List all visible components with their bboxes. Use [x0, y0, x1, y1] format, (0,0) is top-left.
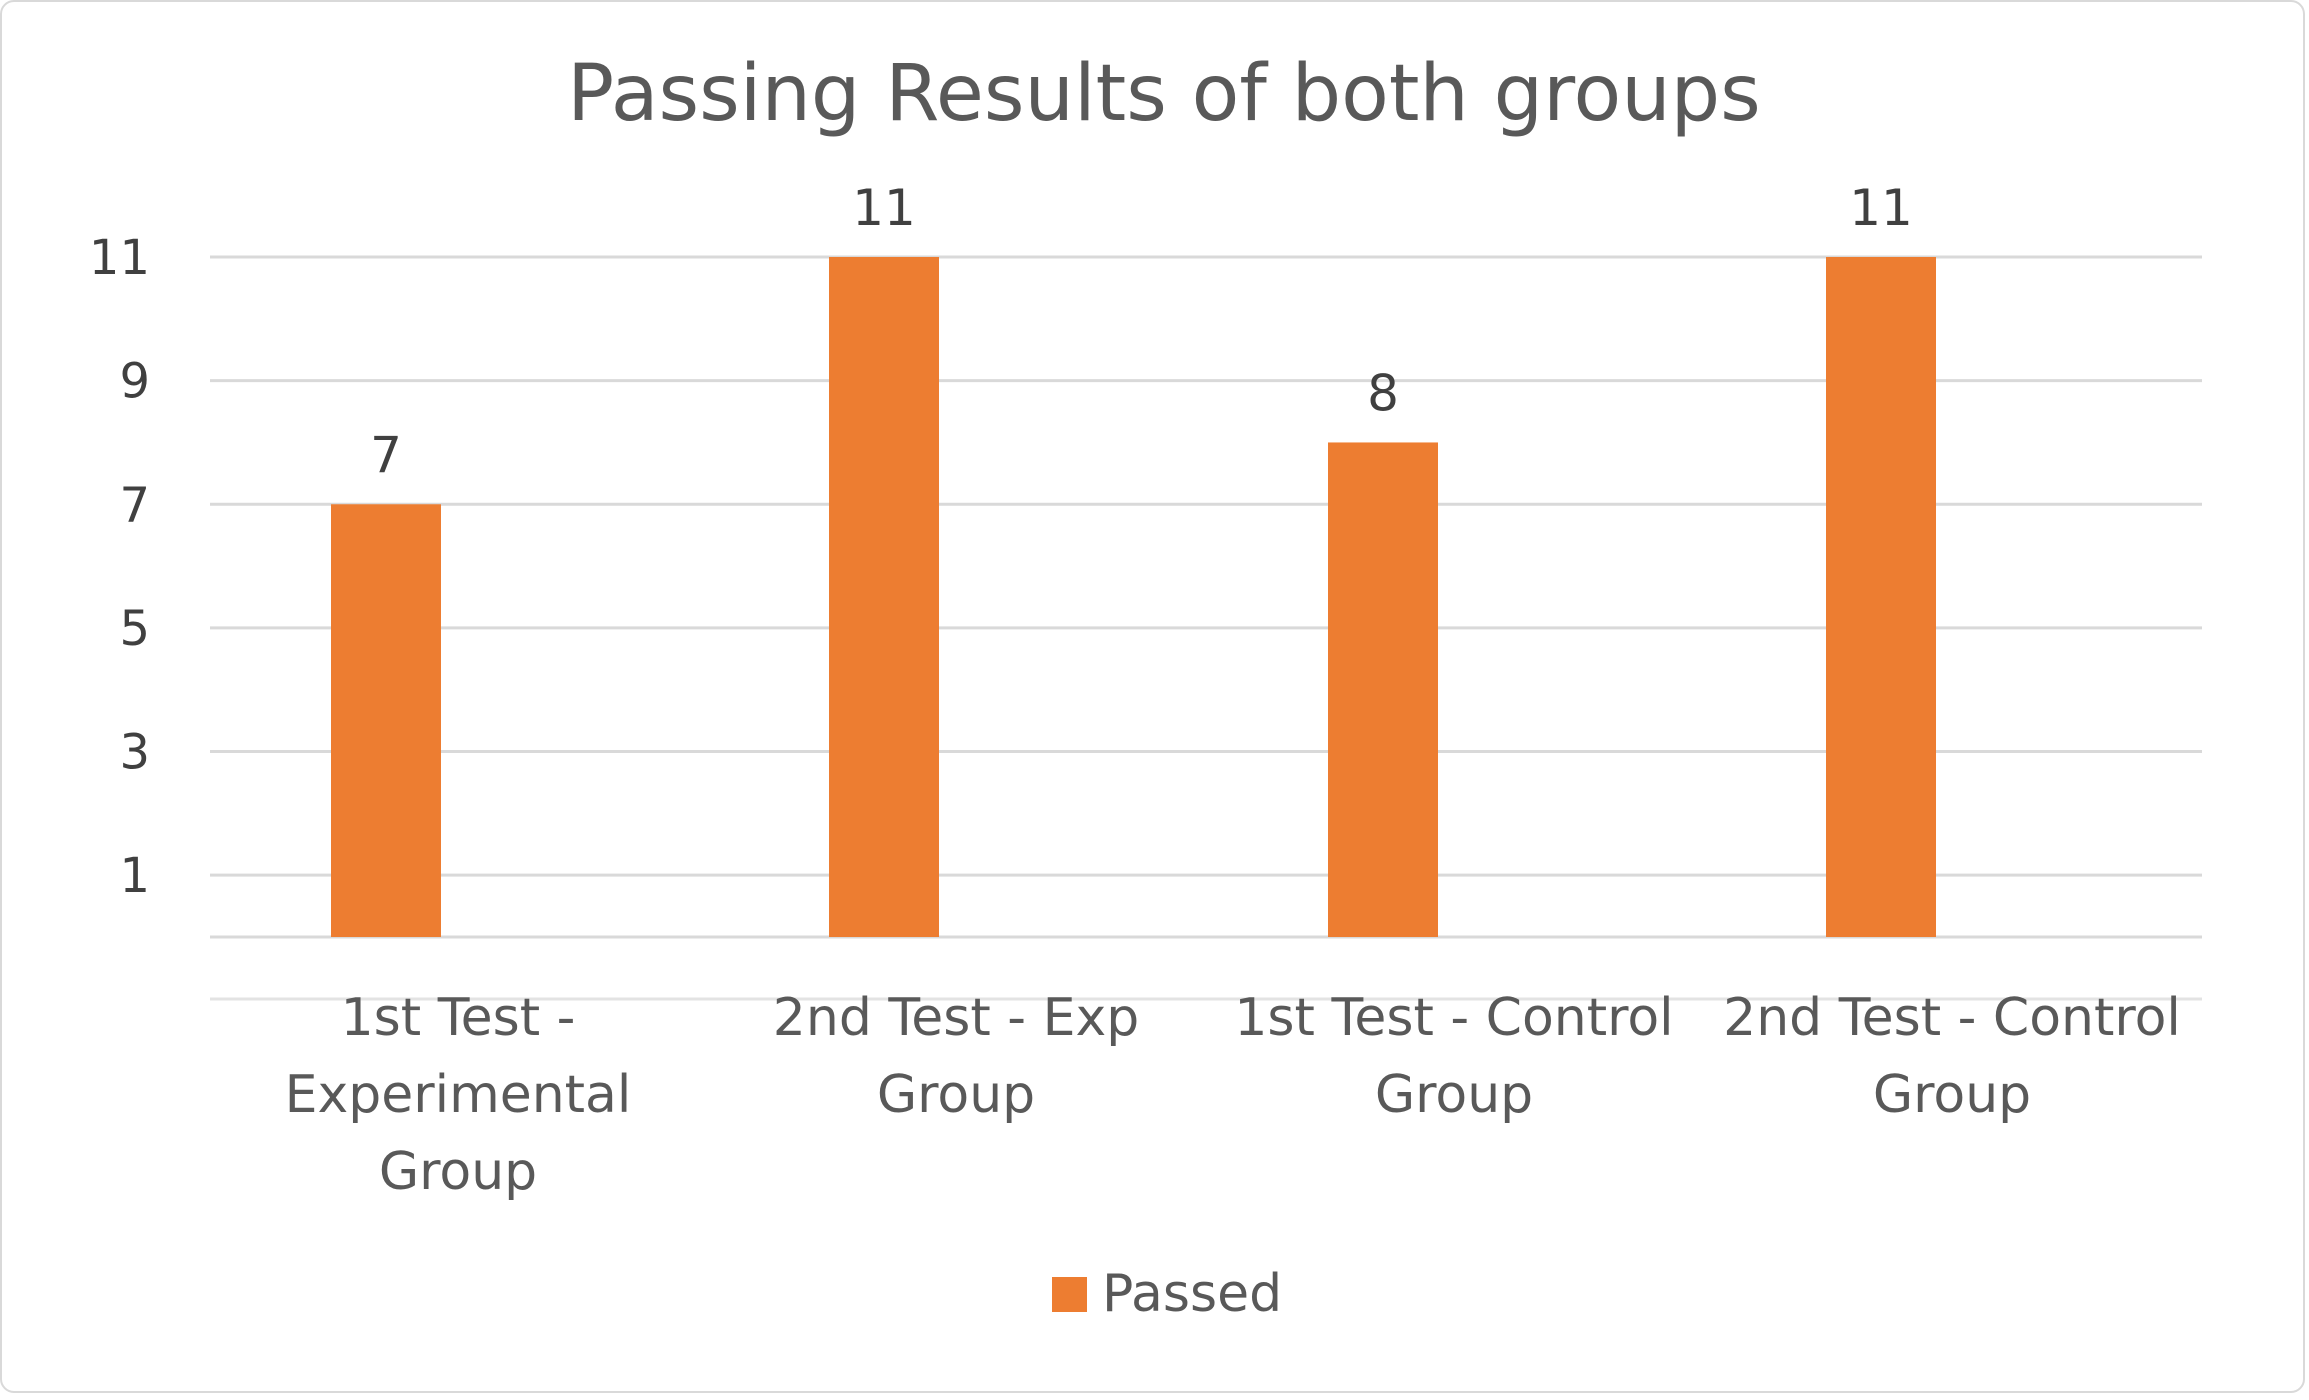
data-labels: 7 11 8 11 — [370, 179, 1913, 484]
y-tick-label: 5 — [119, 601, 150, 657]
data-label: 8 — [1367, 364, 1399, 422]
data-label: 11 — [852, 179, 916, 237]
x-category-label: Group — [379, 1142, 537, 1202]
x-category-label: Group — [877, 1065, 1035, 1125]
x-category-label: Group — [1375, 1065, 1533, 1125]
x-category-label: Experimental — [285, 1065, 632, 1125]
legend: Passed — [1052, 1264, 1282, 1324]
x-axis-categories: 1st Test - Experimental Group 2nd Test - Ex… — [285, 988, 2181, 1202]
legend-label: Passed — [1102, 1264, 1282, 1324]
data-label: 7 — [370, 426, 402, 484]
bar — [1328, 442, 1438, 937]
data-label: 11 — [1849, 179, 1913, 237]
bar — [1826, 257, 1936, 937]
x-category-label: 2nd Test - Exp — [773, 988, 1139, 1048]
legend-swatch — [1052, 1277, 1087, 1312]
y-axis-ticks: 1 3 5 7 9 11 — [89, 230, 150, 904]
bar — [331, 504, 441, 937]
bars — [331, 257, 1936, 937]
chart-title: Passing Results of both groups — [567, 49, 1761, 139]
y-tick-label: 9 — [119, 354, 150, 410]
x-category-label: 2nd Test - Control — [1723, 988, 2181, 1048]
gridlines — [210, 255, 2202, 1001]
x-category-label: 1st Test - Control — [1234, 988, 1673, 1048]
y-tick-label: 7 — [119, 477, 150, 533]
y-tick-label: 11 — [89, 230, 150, 286]
x-category-label: 1st Test - — [341, 988, 576, 1048]
x-category-label: Group — [1873, 1065, 2031, 1125]
bar — [829, 257, 939, 937]
y-tick-label: 1 — [119, 848, 150, 904]
y-tick-label: 3 — [119, 725, 150, 781]
